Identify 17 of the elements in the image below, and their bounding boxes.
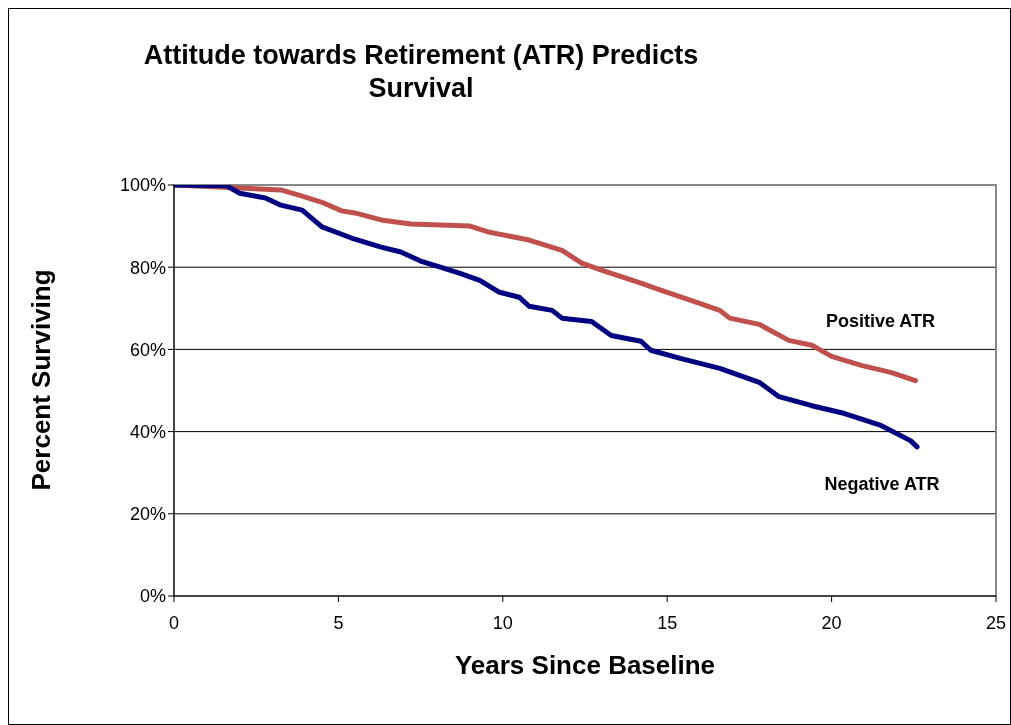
y-tick-label: 0% (139, 586, 166, 607)
y-tick-label: 100% (119, 175, 166, 196)
y-tick-label: 20% (129, 504, 166, 525)
y-tick-label: 80% (129, 257, 166, 278)
x-tick-label: 5 (333, 612, 344, 633)
x-tick-label: 0 (168, 612, 180, 633)
x-tick-label: 10 (492, 612, 513, 633)
x-tick-label: 25 (985, 612, 1007, 633)
y-axis-title: Percent Surviving (26, 269, 57, 491)
x-tick-label: 15 (657, 612, 678, 633)
chart-title: Attitude towards Retirement (ATR) Predicts Survival (142, 39, 700, 105)
y-tick-label: 40% (129, 421, 166, 442)
series-label: Negative ATR (824, 473, 940, 494)
series-label: Positive ATR (825, 310, 935, 331)
x-axis-title: Years Since Baseline (454, 650, 716, 680)
x-tick-label: 20 (821, 612, 842, 633)
y-tick-label: 60% (129, 339, 166, 360)
